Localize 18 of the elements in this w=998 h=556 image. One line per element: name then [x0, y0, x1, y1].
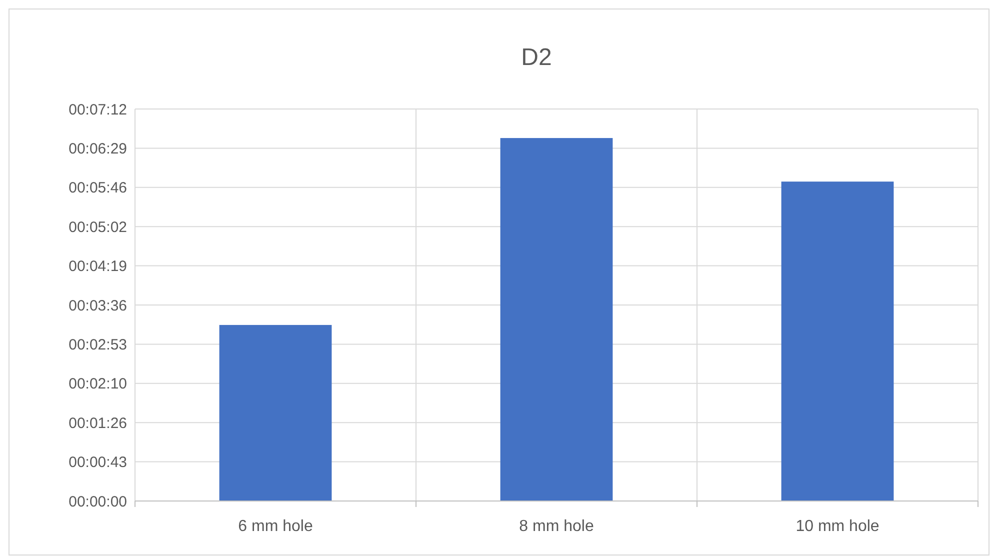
- y-tick-label: 00:05:46: [68, 180, 127, 197]
- y-tick-label: 00:01:26: [68, 414, 127, 432]
- y-tick-label: 00:04:19: [68, 258, 127, 276]
- y-tick-label: 00:06:29: [68, 140, 127, 158]
- bar: [781, 182, 894, 501]
- bar: [500, 138, 613, 501]
- y-tick-label: 00:00:43: [68, 454, 127, 472]
- y-tick-label: 00:02:53: [68, 336, 127, 354]
- x-tick-label: 6 mm hole: [238, 518, 313, 535]
- chart-title: D2: [521, 44, 552, 71]
- y-tick-label: 00:02:10: [68, 376, 127, 393]
- y-tick-label: 00:05:02: [68, 218, 127, 236]
- bar: [219, 324, 332, 501]
- y-tick-label: 00:00:00: [68, 493, 127, 510]
- x-tick-label: 8 mm hole: [519, 518, 594, 535]
- x-tick-label: 10 mm hole: [796, 518, 880, 535]
- y-tick-label: 00:03:36: [68, 297, 127, 314]
- y-tick-label: 00:07:12: [68, 101, 127, 118]
